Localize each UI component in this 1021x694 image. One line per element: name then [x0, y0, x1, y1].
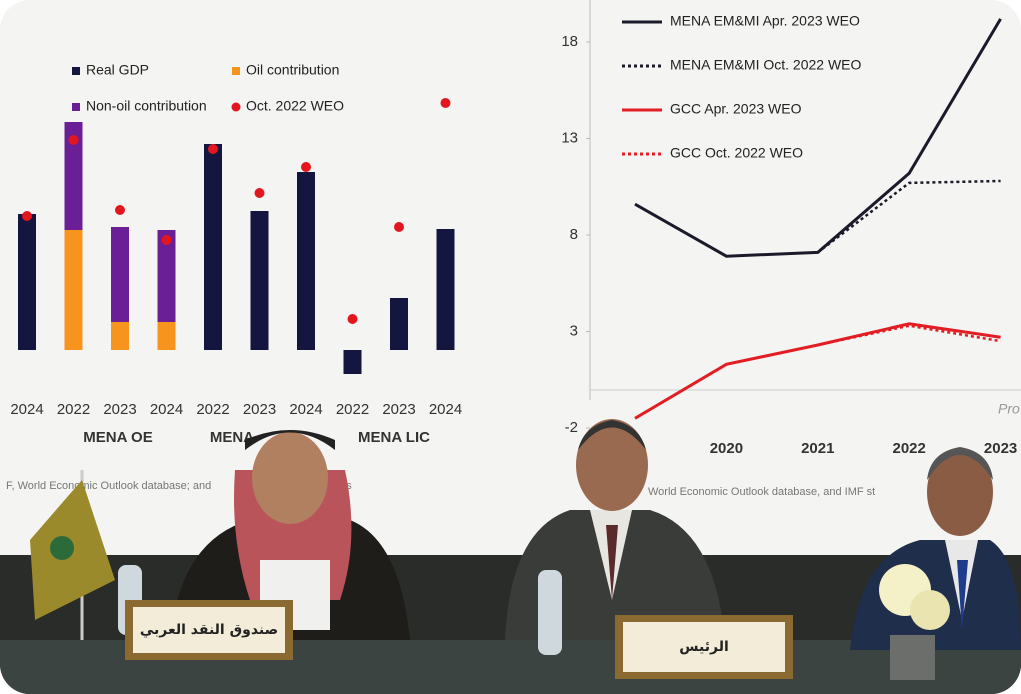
x-tick-label: 2021: [801, 440, 834, 457]
group-label: MENA: [210, 429, 254, 446]
face: [927, 448, 993, 536]
bottle: [538, 570, 562, 655]
nameplate-text: الرئيس: [679, 639, 729, 655]
x-tick-label: 2022: [336, 401, 369, 418]
y-tick-label: 3: [570, 322, 578, 339]
dot: [161, 235, 172, 245]
x-tick-label: 2023: [984, 440, 1017, 457]
legend-label: Real GDP: [86, 62, 149, 78]
legend-label: GCC Apr. 2023 WEO: [670, 101, 802, 117]
charts: Real GDP Oil contribution Non-oil contribu…: [10, 13, 1017, 457]
x-tick-label: 2024: [429, 401, 462, 418]
y-tick-label: 8: [570, 226, 578, 243]
agal: [245, 430, 335, 450]
tie: [957, 560, 968, 630]
bar: [18, 214, 36, 350]
bar: [297, 172, 315, 350]
legend-marker: [72, 67, 80, 75]
y-tick-label: 13: [561, 129, 578, 146]
bar: [436, 229, 455, 350]
vase: [890, 635, 935, 680]
line: [817, 324, 1001, 347]
dot: [394, 222, 404, 232]
y-tick-label: 18: [561, 33, 578, 50]
source-text: F, World Economic Outlook database; and: [6, 480, 211, 492]
bar-segment: [64, 230, 83, 350]
bar-segment: [111, 322, 129, 350]
bar: [390, 298, 408, 350]
legend-label: Non-oil contribution: [86, 98, 207, 114]
x-tick-label: 2023: [243, 401, 276, 418]
legend-label: MENA EM&MI Oct. 2022 WEO: [670, 57, 861, 73]
y-tick-label: -2: [565, 419, 578, 436]
bar-segment: [64, 122, 83, 230]
x-tick-label: 2024: [150, 401, 183, 418]
x-tick-label: 2022: [196, 401, 229, 418]
legend-marker: [231, 102, 241, 112]
dot: [254, 188, 265, 198]
legend-label: MENA EM&MI Apr. 2023 WEO: [670, 13, 860, 29]
legend-label: Oct. 2022 WEO: [246, 98, 344, 114]
x-tick-label: 2024: [10, 401, 43, 418]
x-tick-label: 2024: [289, 401, 322, 418]
x-tick-label: 2022: [57, 401, 90, 418]
hair: [927, 447, 993, 480]
flowers: [910, 590, 950, 630]
tie: [606, 525, 618, 600]
dot: [115, 205, 125, 215]
legend-label: Oil contribution: [246, 62, 339, 78]
nameplate-face: [623, 622, 785, 672]
bar-segment: [157, 322, 176, 350]
hair: [578, 420, 646, 450]
group-label: MENA OE: [83, 429, 152, 446]
dot: [68, 135, 79, 145]
dot: [208, 144, 218, 154]
legend-label: GCC Oct. 2022 WEO: [670, 145, 803, 161]
corner-text: Pro: [998, 401, 1020, 417]
group-label: MENA LIC: [358, 429, 430, 446]
bar: [343, 350, 362, 374]
legend-marker: [72, 103, 80, 111]
dot: [301, 162, 311, 172]
nameplate-text: صندوق النقد العربي: [140, 622, 278, 638]
legend-marker: [232, 67, 240, 75]
x-tick-label: 2020: [710, 440, 743, 457]
x-tick-label: 2023: [103, 401, 136, 418]
x-tick-label: 2023: [382, 401, 415, 418]
x-tick-label: 2022: [892, 440, 925, 457]
bar-segment: [157, 230, 176, 322]
bar-segment: [111, 227, 129, 322]
face: [252, 432, 328, 524]
dot: [22, 211, 32, 221]
face: [576, 419, 648, 511]
bar: [204, 144, 222, 350]
line: [817, 179, 1001, 254]
source-text: World Economic Outlook database, and IMF…: [648, 486, 875, 498]
dot: [440, 98, 451, 108]
dot: [347, 314, 358, 324]
flag-emblem: [50, 536, 74, 560]
bar: [250, 211, 269, 350]
nameplate-face: [133, 607, 285, 653]
